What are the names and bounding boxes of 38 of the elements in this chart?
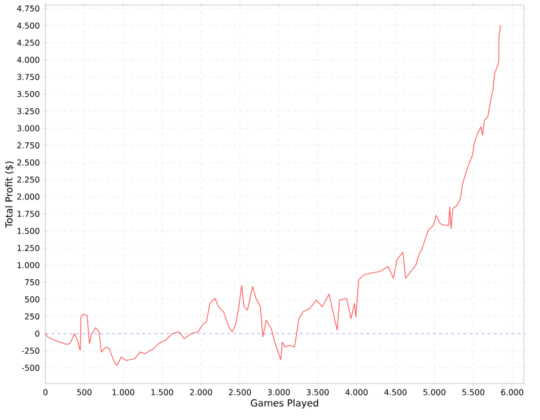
x-tick-label: 2.500 (228, 389, 251, 396)
y-tick-label: 1.250 (18, 245, 40, 252)
y-tick-label: -500 (22, 364, 40, 371)
y-tick-label: 750 (25, 279, 40, 286)
y-tick-label: 0 (35, 330, 40, 337)
x-axis-title: Games Played (250, 399, 318, 408)
x-tick-label: 1.500 (151, 389, 174, 396)
y-axis-title: Total Profit ($) (5, 162, 14, 228)
x-tick-label: 3.000 (268, 389, 290, 396)
y-tick-label: 2.250 (17, 176, 40, 183)
x-tick-label: 5.000 (423, 389, 446, 396)
y-tick-label: 2.000 (17, 194, 40, 200)
x-tick-label: 1.000 (112, 389, 134, 396)
y-tick-label: 4.750 (17, 5, 40, 12)
y-tick-label: 4.500 (17, 22, 40, 29)
x-tick-label: 5.500 (462, 389, 484, 396)
x-tick-label: 500 (77, 389, 92, 396)
x-tick-label: 3.500 (306, 389, 329, 396)
y-tick-label: 1.500 (18, 228, 40, 234)
y-tick-label: 1.750 (18, 210, 40, 217)
y-tick-label: -250 (22, 348, 40, 354)
x-tick-label: 2.000 (190, 389, 212, 396)
y-tick-label: 1.000 (18, 262, 40, 268)
x-tick-label: 4.500 (384, 389, 407, 396)
y-tick-label: 2.500 (17, 159, 40, 166)
y-tick-label: 250 (25, 313, 40, 320)
y-tick-label: 4.250 (17, 40, 40, 46)
y-tick-label: 3.000 (17, 125, 40, 132)
y-tick-label: 4.000 (17, 56, 40, 63)
y-tick-label: 3.500 (17, 91, 40, 98)
x-tick-label: 6.000 (501, 389, 524, 396)
x-tick-label: 4.000 (345, 389, 368, 396)
y-tick-label: 3.250 (17, 108, 40, 114)
x-tick-label: 0 (43, 389, 48, 396)
line-series (45, 24, 502, 366)
y-tick-label: 3.750 (17, 74, 40, 80)
y-tick-label: 2.750 (17, 142, 40, 148)
y-tick-label: 500 (25, 296, 40, 302)
